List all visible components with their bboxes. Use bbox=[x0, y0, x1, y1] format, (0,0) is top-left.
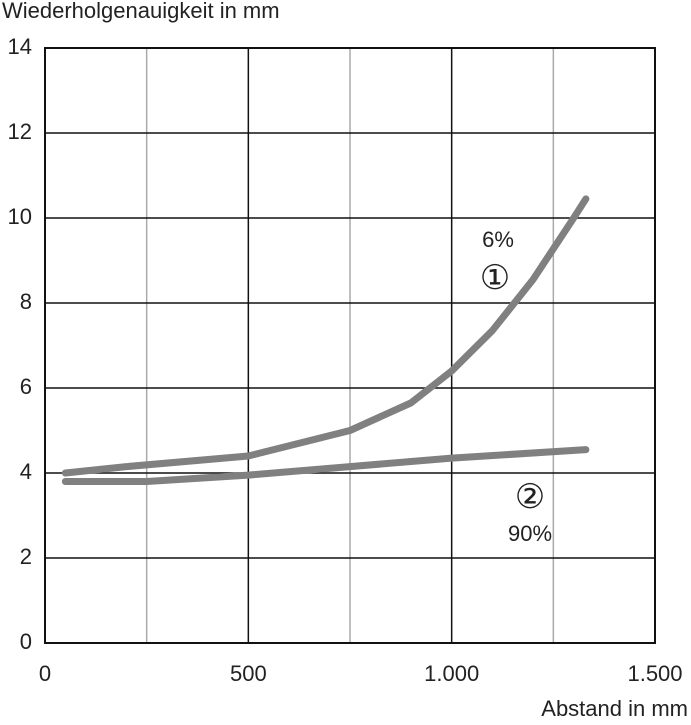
x-tick-label: 1.000 bbox=[424, 661, 479, 686]
y-tick-label: 2 bbox=[20, 544, 32, 569]
plot-frame bbox=[44, 47, 656, 644]
series-marker: ① bbox=[480, 259, 510, 297]
x-axis-label: Abstand in mm bbox=[541, 696, 688, 720]
y-tick-label: 14 bbox=[8, 34, 32, 59]
y-tick-label: 8 bbox=[20, 289, 32, 314]
series-label: 90% bbox=[508, 521, 552, 546]
x-tick-label: 500 bbox=[230, 661, 267, 686]
x-tick-label: 0 bbox=[39, 661, 51, 686]
x-tick-label: 1.500 bbox=[627, 661, 682, 686]
series-label: 6% bbox=[482, 227, 514, 252]
series-line bbox=[61, 195, 590, 477]
y-axis-label: Wiederholgenauigkeit in mm bbox=[2, 0, 280, 23]
series-marker: ② bbox=[515, 478, 545, 516]
series-line bbox=[61, 446, 590, 485]
y-tick-label: 12 bbox=[8, 119, 32, 144]
y-tick-label: 0 bbox=[20, 629, 32, 654]
y-tick-label: 4 bbox=[20, 459, 32, 484]
y-tick-label: 10 bbox=[8, 204, 32, 229]
y-tick-label: 6 bbox=[20, 374, 32, 399]
